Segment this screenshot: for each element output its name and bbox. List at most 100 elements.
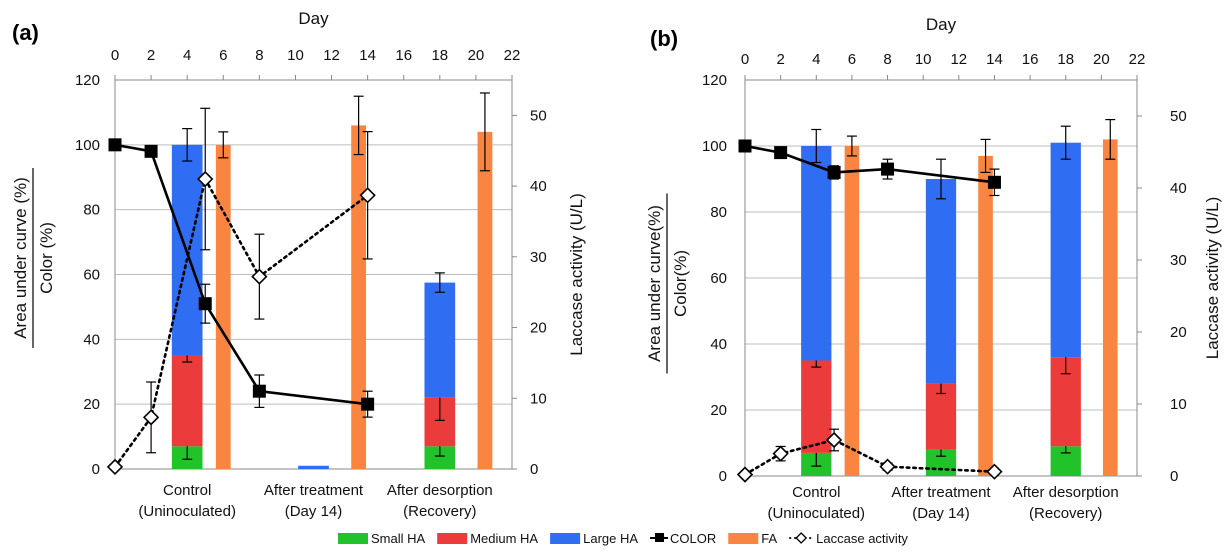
- y-tick-label: 120: [702, 72, 727, 89]
- top-tick-label: 22: [1129, 51, 1146, 68]
- color-point: [881, 162, 895, 176]
- ha-stack-1: [925, 158, 957, 476]
- fa-error-bar: [980, 138, 991, 173]
- large-ha-error-bar: [434, 272, 445, 293]
- legend-small-ha-swatch: [338, 533, 368, 544]
- y2-axis-title: Laccase activity (U/L): [1203, 197, 1222, 360]
- top-axis-title: Day: [926, 15, 957, 34]
- legend-fa-label: FA: [761, 531, 777, 546]
- y-tick-label: 20: [83, 396, 100, 413]
- fa-bar-group-0: [215, 131, 231, 470]
- fa-bar-group-0: [844, 135, 860, 476]
- top-tick-label: 4: [812, 51, 820, 68]
- laccase-point: [142, 409, 160, 426]
- y-tick-label: 120: [75, 72, 100, 89]
- top-tick-label: 16: [395, 47, 412, 64]
- ha-stack-1: [298, 465, 329, 469]
- legend: Small HA Medium HA Large HA COLOR FA Laccase …: [338, 531, 908, 546]
- legend-large-ha-swatch: [550, 533, 581, 544]
- fa-bar: [215, 144, 231, 470]
- y-tick-label: 40: [710, 336, 727, 353]
- y2-tick-label: 30: [530, 249, 547, 266]
- y2-tick-label: 50: [530, 107, 547, 124]
- top-tick-label: 10: [287, 47, 304, 64]
- category-label-line2: (Uninoculated): [138, 503, 236, 520]
- legend-laccase-marker: [795, 532, 808, 544]
- fa-bar-group-2: [1102, 118, 1118, 476]
- large-ha-error-bar: [811, 128, 822, 164]
- category-label-line1: Control: [163, 482, 211, 499]
- category-label-line1: After desorption: [387, 482, 493, 499]
- legend-large-ha-label: Large HA: [583, 531, 638, 546]
- fa-bar: [477, 131, 493, 469]
- laccase-point: [197, 170, 214, 188]
- top-tick-label: 4: [183, 47, 191, 64]
- large-ha-bar: [424, 282, 456, 398]
- medium-ha-bar: [925, 383, 957, 450]
- medium-ha-bar: [801, 360, 832, 453]
- y-tick-label: 20: [710, 402, 727, 419]
- category-label-line2: (Day 14): [912, 505, 970, 522]
- y2-tick-label: 0: [530, 461, 538, 478]
- category-label-line2: (Recovery): [1029, 505, 1102, 522]
- fa-error-bar: [1105, 118, 1116, 160]
- legend-fa-swatch: [728, 533, 759, 544]
- y2-tick-label: 20: [1170, 324, 1187, 341]
- legend-color-label: COLOR: [670, 531, 716, 546]
- y-tick-label: 0: [92, 461, 100, 478]
- top-tick-label: 2: [147, 47, 155, 64]
- top-tick-label: 8: [255, 47, 263, 64]
- large-ha-bar: [298, 465, 329, 469]
- top-tick-label: 2: [776, 51, 784, 68]
- fa-bar: [978, 155, 993, 476]
- laccase-point: [251, 268, 268, 285]
- fa-error-bar: [353, 95, 364, 156]
- y-axis-title: Area under curve(%) Color(%): [645, 193, 690, 374]
- color-point: [108, 138, 122, 152]
- y2-tick-label: 50: [1170, 108, 1187, 125]
- category-label-line1: After desorption: [1013, 484, 1119, 501]
- y-tick-label: 60: [710, 270, 727, 287]
- laccase-point: [772, 445, 789, 462]
- ha-stack-2: [1050, 125, 1081, 476]
- top-tick-label: 6: [848, 51, 856, 68]
- medium-ha-bar: [171, 355, 203, 447]
- legend-laccase-label: Laccase activity: [816, 531, 908, 546]
- ha-stack-2: [424, 272, 456, 469]
- y2-tick-label: 30: [1170, 252, 1187, 269]
- top-tick-label: 8: [883, 51, 891, 68]
- y2-tick-label: 0: [1170, 468, 1178, 485]
- color-point: [361, 397, 375, 411]
- y-axis-title-bottom: Color (%): [37, 222, 56, 294]
- top-tick-label: 20: [1093, 51, 1110, 68]
- fa-bar: [351, 125, 367, 469]
- y-tick-label: 100: [75, 137, 100, 154]
- laccase-point: [986, 463, 1003, 480]
- legend-small-ha-label: Small HA: [371, 531, 426, 546]
- color-point: [774, 146, 788, 160]
- fa-bar-group-2: [477, 92, 493, 469]
- large-ha-bar: [1050, 142, 1081, 358]
- top-axis-title: Day: [298, 9, 329, 28]
- laccase-point: [106, 458, 124, 476]
- color-point: [198, 297, 212, 311]
- category-label-line1: After treatment: [891, 484, 991, 501]
- panel-label: (b): [650, 26, 678, 51]
- fa-bar: [844, 146, 860, 476]
- color-point: [144, 144, 158, 158]
- top-tick-label: 12: [323, 47, 340, 64]
- y-axis-title-top: Area under curve(%): [645, 205, 664, 362]
- category-label-line2: (Day 14): [285, 503, 343, 520]
- top-tick-label: 14: [359, 47, 376, 64]
- top-tick-label: 0: [111, 47, 119, 64]
- y-tick-label: 80: [83, 202, 100, 219]
- top-tick-label: 18: [431, 47, 448, 64]
- large-ha-error-bar: [1060, 125, 1071, 160]
- color-point: [827, 165, 841, 179]
- laccase-point: [879, 458, 896, 475]
- color-series: [738, 139, 1001, 197]
- top-tick-label: 6: [219, 47, 227, 64]
- large-ha-error-bar: [936, 158, 946, 200]
- y-tick-label: 0: [719, 468, 727, 485]
